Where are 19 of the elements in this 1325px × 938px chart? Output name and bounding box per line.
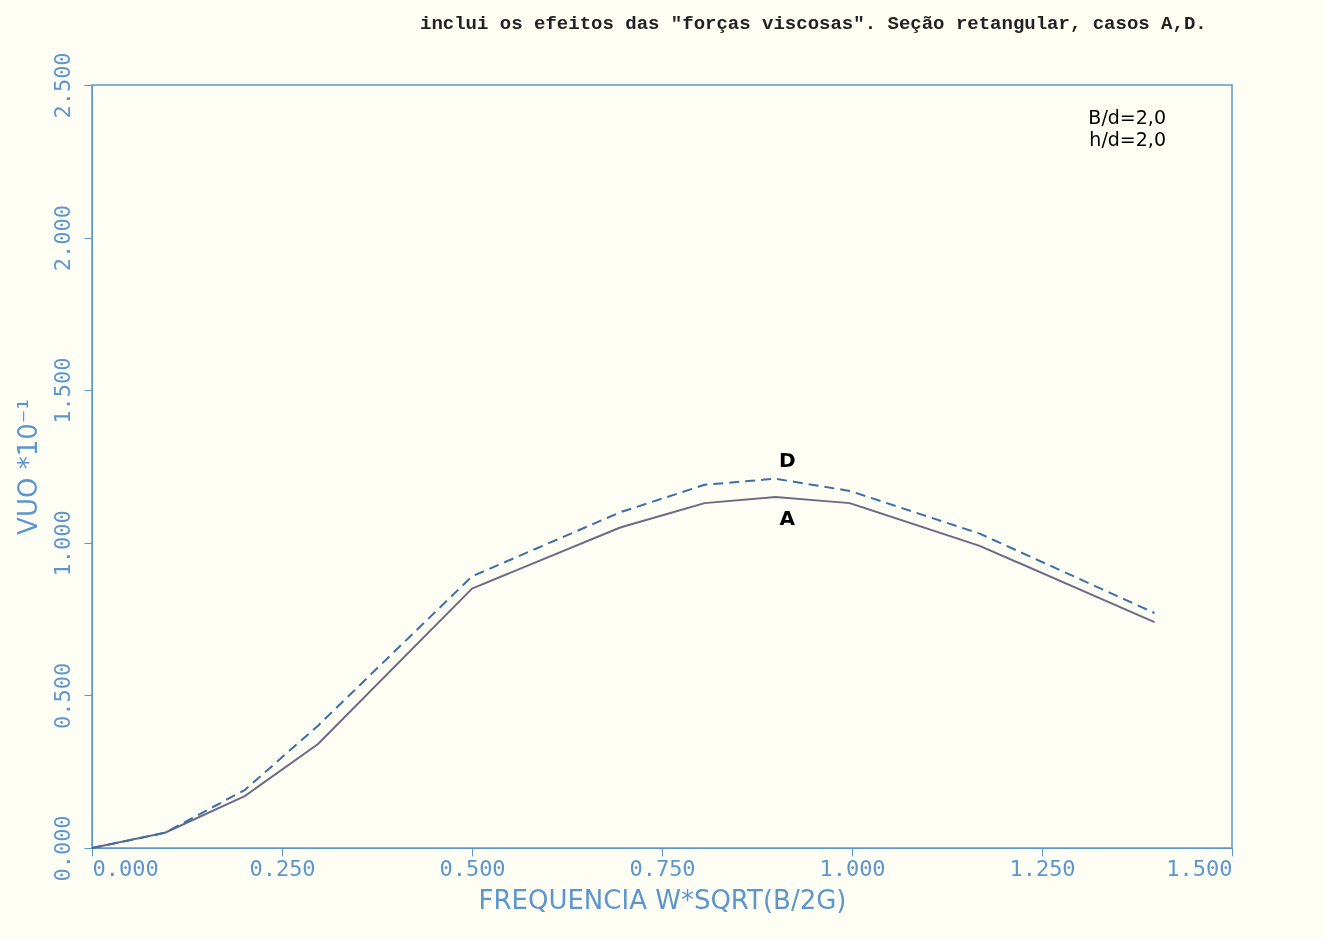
annotation: h/d=2,0 <box>1089 128 1166 150</box>
y-tick-label: 2.000 <box>49 204 75 272</box>
x-axis-title: FREQUENCIA W*SQRT(B/2G) <box>478 884 847 915</box>
y-tick-label: 1.000 <box>49 510 75 577</box>
x-tick-label: 1.250 <box>1009 855 1076 881</box>
x-tick-label: 1.500 <box>1166 855 1233 881</box>
y-tick-label: 2.500 <box>49 52 75 119</box>
x-tick-label: 0.250 <box>249 855 316 881</box>
x-tick-label: 1.000 <box>819 855 886 881</box>
y-tick-label: 0.500 <box>49 662 75 730</box>
annotation: B/d=2,0 <box>1088 106 1166 128</box>
x-tick-label: 0.000 <box>92 855 159 881</box>
y-tick-label: 1.500 <box>49 357 75 424</box>
series-label: D <box>778 447 796 472</box>
chart-title: inclui os efeitos das "forças viscosas". Seção retangular, casos A,D. <box>420 13 1207 35</box>
series-label: A <box>779 506 796 531</box>
x-tick-label: 0.750 <box>629 855 696 881</box>
y-axis-title: VUO *10⁻¹ <box>12 399 43 535</box>
x-tick-label: 0.500 <box>439 855 506 881</box>
